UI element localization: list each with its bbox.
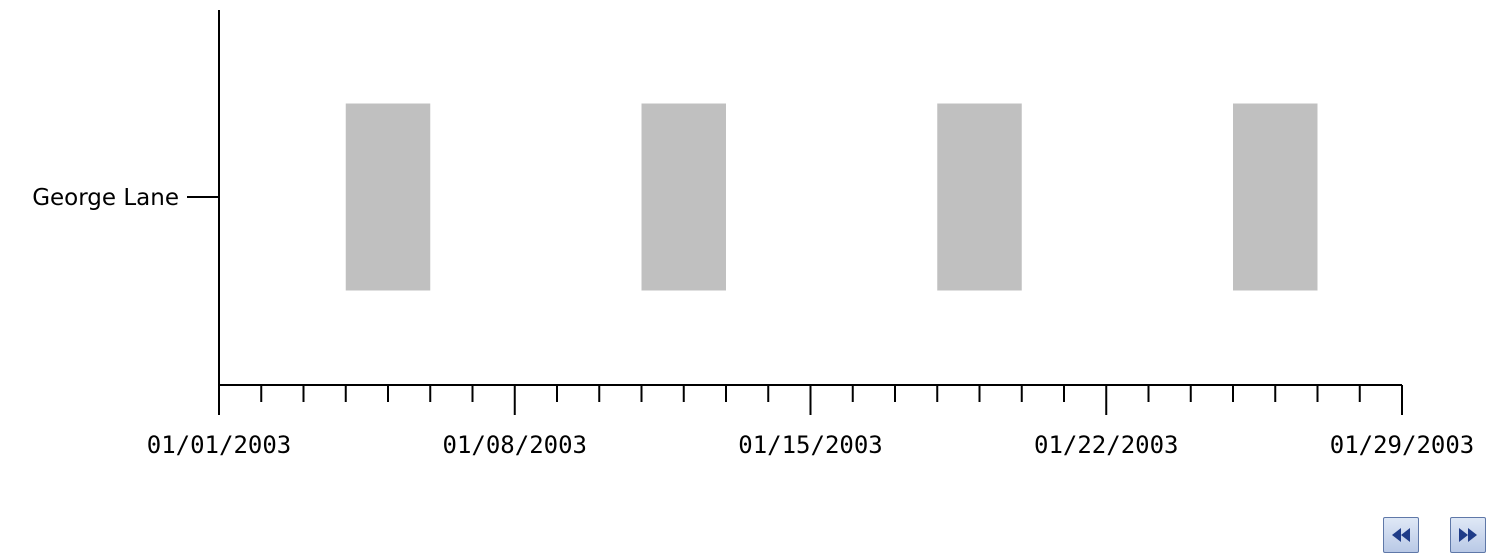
y-labels-layer: George Lane	[32, 185, 219, 211]
timeline-bar	[345, 103, 431, 291]
x-tick-label: 01/29/2003	[1330, 431, 1475, 459]
bars-layer	[345, 103, 1318, 291]
timeline-bar	[1233, 103, 1318, 291]
y-category-label: George Lane	[32, 185, 179, 211]
x-tick-label: 01/15/2003	[738, 431, 883, 459]
next-button[interactable]	[1450, 517, 1486, 553]
timeline-bar	[641, 103, 726, 291]
x-tick-label: 01/22/2003	[1034, 431, 1179, 459]
rewind-icon	[1392, 528, 1410, 542]
x-tick-label: 01/01/2003	[147, 431, 292, 459]
x-ticks-layer: 01/01/2003 01/08/2003 01/15/2003 01/22/2003…	[147, 385, 1475, 459]
fast-forward-icon	[1459, 528, 1477, 542]
timeline-chart: 01/01/2003 01/08/2003 01/15/2003 01/22/2003…	[32, 10, 1475, 459]
x-tick-label: 01/08/2003	[443, 431, 588, 459]
timeline-bar	[937, 103, 1022, 291]
previous-button[interactable]	[1383, 517, 1419, 553]
